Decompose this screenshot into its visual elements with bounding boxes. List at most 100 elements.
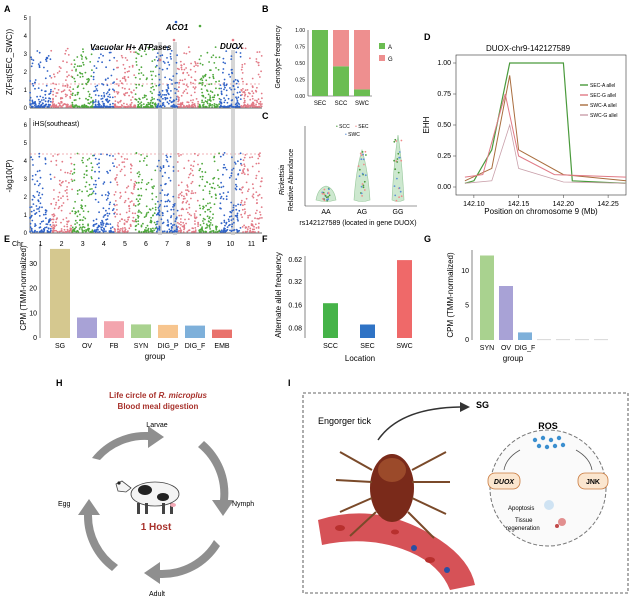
fst-point <box>70 93 72 96</box>
fst-point <box>71 76 74 79</box>
ihs-point <box>156 223 159 225</box>
ihs-point <box>127 218 129 221</box>
ihs-point <box>113 165 115 168</box>
ihs-point <box>44 213 47 216</box>
ihs-point <box>228 220 230 223</box>
cow-icon <box>115 480 180 514</box>
fst-point <box>122 63 125 66</box>
ihs-point <box>114 215 117 218</box>
ihs-point <box>153 212 156 215</box>
fst-point <box>260 70 262 73</box>
ihs-point <box>90 193 93 196</box>
fst-point <box>52 93 54 96</box>
ihs-point <box>164 171 167 174</box>
fst-point <box>36 95 38 98</box>
fst-point <box>55 83 58 86</box>
fst-point <box>222 57 225 60</box>
ihs-point <box>137 200 140 203</box>
fst-point <box>108 99 111 102</box>
ihs-point <box>222 154 225 156</box>
ihs-point <box>56 217 58 220</box>
fst-point <box>246 89 249 91</box>
fst-point <box>251 103 254 106</box>
fst-point <box>97 60 99 63</box>
fst-point <box>204 97 207 99</box>
ihs-point <box>94 170 96 173</box>
ihs-point <box>199 214 202 216</box>
fst-point <box>107 106 109 108</box>
ihs-point <box>188 206 191 209</box>
ihs-point <box>162 230 164 233</box>
fst-point <box>45 58 47 61</box>
ihs-point <box>44 158 47 161</box>
fst-point <box>100 105 103 107</box>
ihs-point <box>50 178 52 180</box>
fst-point <box>212 77 215 80</box>
fst-point <box>194 79 197 82</box>
panel-b-xtick: SWC <box>355 101 370 107</box>
panel-i-tick-label: Engorger tick <box>318 416 372 426</box>
panel-f-xtick: SCC <box>323 343 338 350</box>
fst-point <box>203 101 205 104</box>
ihs-point <box>186 186 189 188</box>
ihs-point <box>200 227 203 230</box>
panel-b-xtick: SEC <box>314 101 327 107</box>
ihs-point <box>50 160 53 163</box>
ihs-point <box>33 196 36 199</box>
ihs-point <box>134 180 137 183</box>
ihs-point <box>152 187 155 190</box>
ihs-point <box>69 156 72 159</box>
ehh-line <box>464 62 627 184</box>
ihs-point <box>156 220 158 223</box>
fst-point <box>202 105 205 108</box>
ihs-point <box>166 210 169 213</box>
fst-point <box>233 88 236 91</box>
tissue-label-2: regeneration <box>506 526 540 532</box>
fst-point <box>192 82 195 85</box>
fst-point <box>235 51 238 54</box>
ihs-point <box>55 164 58 166</box>
ihs-point <box>170 208 173 211</box>
ihs-point <box>257 194 259 197</box>
ihs-point <box>77 210 80 212</box>
fst-point <box>102 102 105 105</box>
fst-point <box>108 51 111 54</box>
ihs-point <box>128 210 131 213</box>
ihs-point <box>204 171 207 174</box>
fst-point <box>79 106 81 108</box>
fst-point <box>236 91 239 94</box>
ihs-point <box>116 231 119 233</box>
fst-point <box>244 89 247 92</box>
fst-point <box>208 106 211 108</box>
ihs-point <box>91 192 94 194</box>
fst-point <box>43 99 45 101</box>
ihs-point <box>240 199 243 202</box>
ihs-point <box>161 214 164 217</box>
ihs-point <box>170 222 173 225</box>
fst-point <box>44 93 47 96</box>
ihs-point <box>130 200 133 203</box>
ihs-point <box>209 206 212 209</box>
ihs-point <box>138 202 141 205</box>
fst-point <box>183 63 186 66</box>
fst-point <box>220 90 223 93</box>
fst-point <box>175 105 178 107</box>
ihs-point <box>114 191 117 193</box>
ihs-point <box>252 187 255 190</box>
fst-point <box>155 103 157 106</box>
panel-c-letter: C <box>262 111 269 121</box>
ihs-point <box>101 220 104 223</box>
fst-point <box>206 101 209 103</box>
fst-point <box>200 88 203 90</box>
ihs-point <box>116 166 118 169</box>
ihs-point <box>184 218 186 221</box>
fst-point <box>58 70 61 73</box>
ihs-point <box>30 206 33 208</box>
fst-point <box>141 85 144 87</box>
fst-point <box>102 54 104 57</box>
fst-point <box>236 104 239 106</box>
ihs-point <box>124 227 126 229</box>
panel-g-ytick: 0 <box>465 337 469 344</box>
chromosome-label: 1 <box>39 241 43 248</box>
ihs-point <box>70 224 72 227</box>
